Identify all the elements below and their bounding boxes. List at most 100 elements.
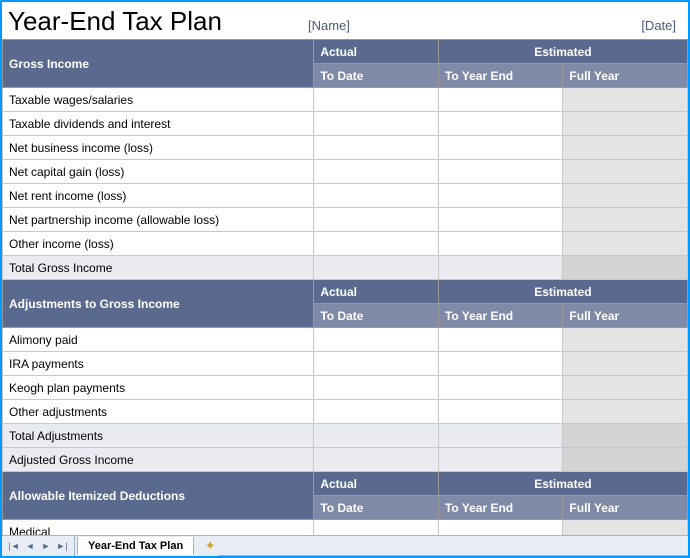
cell[interactable]: [563, 112, 688, 136]
date-placeholder[interactable]: [Date]: [641, 18, 680, 33]
cell[interactable]: [563, 328, 688, 352]
col-header-estimated: Estimated: [438, 280, 687, 304]
cell[interactable]: [314, 184, 439, 208]
row-label: Net partnership income (allowable loss): [3, 208, 314, 232]
col-subheader: To Year End: [438, 64, 563, 88]
row-label: Taxable dividends and interest: [3, 112, 314, 136]
cell[interactable]: [438, 208, 563, 232]
title-row: Year-End Tax Plan [Name] [Date]: [2, 2, 688, 39]
col-header-actual: Actual: [314, 472, 439, 496]
col-subheader: To Year End: [438, 304, 563, 328]
cell[interactable]: [438, 448, 563, 472]
col-header-estimated: Estimated: [438, 40, 687, 64]
cell[interactable]: [563, 376, 688, 400]
col-header-actual: Actual: [314, 280, 439, 304]
cell[interactable]: [438, 424, 563, 448]
table-row: Net partnership income (allowable loss): [3, 208, 688, 232]
section-title: Gross Income: [3, 40, 314, 88]
row-label: Net capital gain (loss): [3, 160, 314, 184]
row-label: Taxable wages/salaries: [3, 88, 314, 112]
cell[interactable]: [438, 352, 563, 376]
section-header: Gross IncomeActualEstimated: [3, 40, 688, 64]
table-row: Other adjustments: [3, 400, 688, 424]
cell[interactable]: [563, 448, 688, 472]
row-label: IRA payments: [3, 352, 314, 376]
sheet-tab[interactable]: Year-End Tax Plan: [77, 537, 194, 555]
cell[interactable]: [314, 448, 439, 472]
table-row: Net rent income (loss): [3, 184, 688, 208]
cell[interactable]: [563, 400, 688, 424]
cell[interactable]: [563, 136, 688, 160]
cell[interactable]: [314, 328, 439, 352]
cell[interactable]: [438, 256, 563, 280]
cell[interactable]: [314, 376, 439, 400]
app-frame: Year-End Tax Plan [Name] [Date] Gross In…: [0, 0, 690, 558]
cell[interactable]: [314, 112, 439, 136]
cell[interactable]: [314, 88, 439, 112]
row-label: Total Adjustments: [3, 424, 314, 448]
col-subheader: To Date: [314, 304, 439, 328]
row-label: Alimony paid: [3, 328, 314, 352]
cell[interactable]: [438, 328, 563, 352]
col-subheader: To Year End: [438, 496, 563, 520]
cell[interactable]: [563, 184, 688, 208]
cell[interactable]: [563, 352, 688, 376]
cell[interactable]: [438, 376, 563, 400]
table-row: Net business income (loss): [3, 136, 688, 160]
row-label: Net business income (loss): [3, 136, 314, 160]
tab-nav-buttons: |◄ ◄ ► ►|: [2, 536, 75, 556]
table-row: Net capital gain (loss): [3, 160, 688, 184]
cell[interactable]: [563, 88, 688, 112]
tabbar-spacer: [218, 536, 688, 556]
nav-next-icon[interactable]: ►: [38, 538, 54, 554]
nav-last-icon[interactable]: ►|: [54, 538, 70, 554]
section-title: Adjustments to Gross Income: [3, 280, 314, 328]
nav-first-icon[interactable]: |◄: [6, 538, 22, 554]
tax-table: Gross IncomeActualEstimatedTo DateTo Yea…: [2, 39, 688, 537]
col-subheader: Full Year: [563, 64, 688, 88]
cell[interactable]: [563, 256, 688, 280]
table-row: Keogh plan payments: [3, 376, 688, 400]
table-row: Adjusted Gross Income: [3, 448, 688, 472]
cell[interactable]: [314, 256, 439, 280]
sheet-tab-label: Year-End Tax Plan: [88, 540, 183, 552]
row-label: Net rent income (loss): [3, 184, 314, 208]
cell[interactable]: [438, 136, 563, 160]
table-row: Total Gross Income: [3, 256, 688, 280]
cell[interactable]: [314, 160, 439, 184]
cell[interactable]: [314, 136, 439, 160]
cell[interactable]: [438, 232, 563, 256]
cell[interactable]: [314, 352, 439, 376]
cell[interactable]: [563, 232, 688, 256]
cell[interactable]: [563, 160, 688, 184]
col-header-estimated: Estimated: [438, 472, 687, 496]
cell[interactable]: [438, 184, 563, 208]
cell[interactable]: [563, 424, 688, 448]
table-row: IRA payments: [3, 352, 688, 376]
nav-prev-icon[interactable]: ◄: [22, 538, 38, 554]
cell[interactable]: [314, 208, 439, 232]
cell[interactable]: [438, 112, 563, 136]
new-sheet-icon[interactable]: ✦: [202, 538, 218, 554]
cell[interactable]: [438, 400, 563, 424]
table-row: Taxable wages/salaries: [3, 88, 688, 112]
worksheet-content: Year-End Tax Plan [Name] [Date] Gross In…: [2, 2, 688, 537]
cell[interactable]: [438, 88, 563, 112]
table-row: Taxable dividends and interest: [3, 112, 688, 136]
cell[interactable]: [563, 208, 688, 232]
cell[interactable]: [438, 160, 563, 184]
cell[interactable]: [314, 424, 439, 448]
section-header: Allowable Itemized DeductionsActualEstim…: [3, 472, 688, 496]
cell[interactable]: [314, 400, 439, 424]
col-subheader: Full Year: [563, 304, 688, 328]
col-subheader: To Date: [314, 496, 439, 520]
col-subheader: Full Year: [563, 496, 688, 520]
table-row: Alimony paid: [3, 328, 688, 352]
row-label: Keogh plan payments: [3, 376, 314, 400]
table-row: Other income (loss): [3, 232, 688, 256]
cell[interactable]: [314, 232, 439, 256]
row-label: Total Gross Income: [3, 256, 314, 280]
col-header-actual: Actual: [314, 40, 439, 64]
name-placeholder[interactable]: [Name]: [308, 18, 641, 33]
page-title: Year-End Tax Plan: [8, 6, 308, 37]
